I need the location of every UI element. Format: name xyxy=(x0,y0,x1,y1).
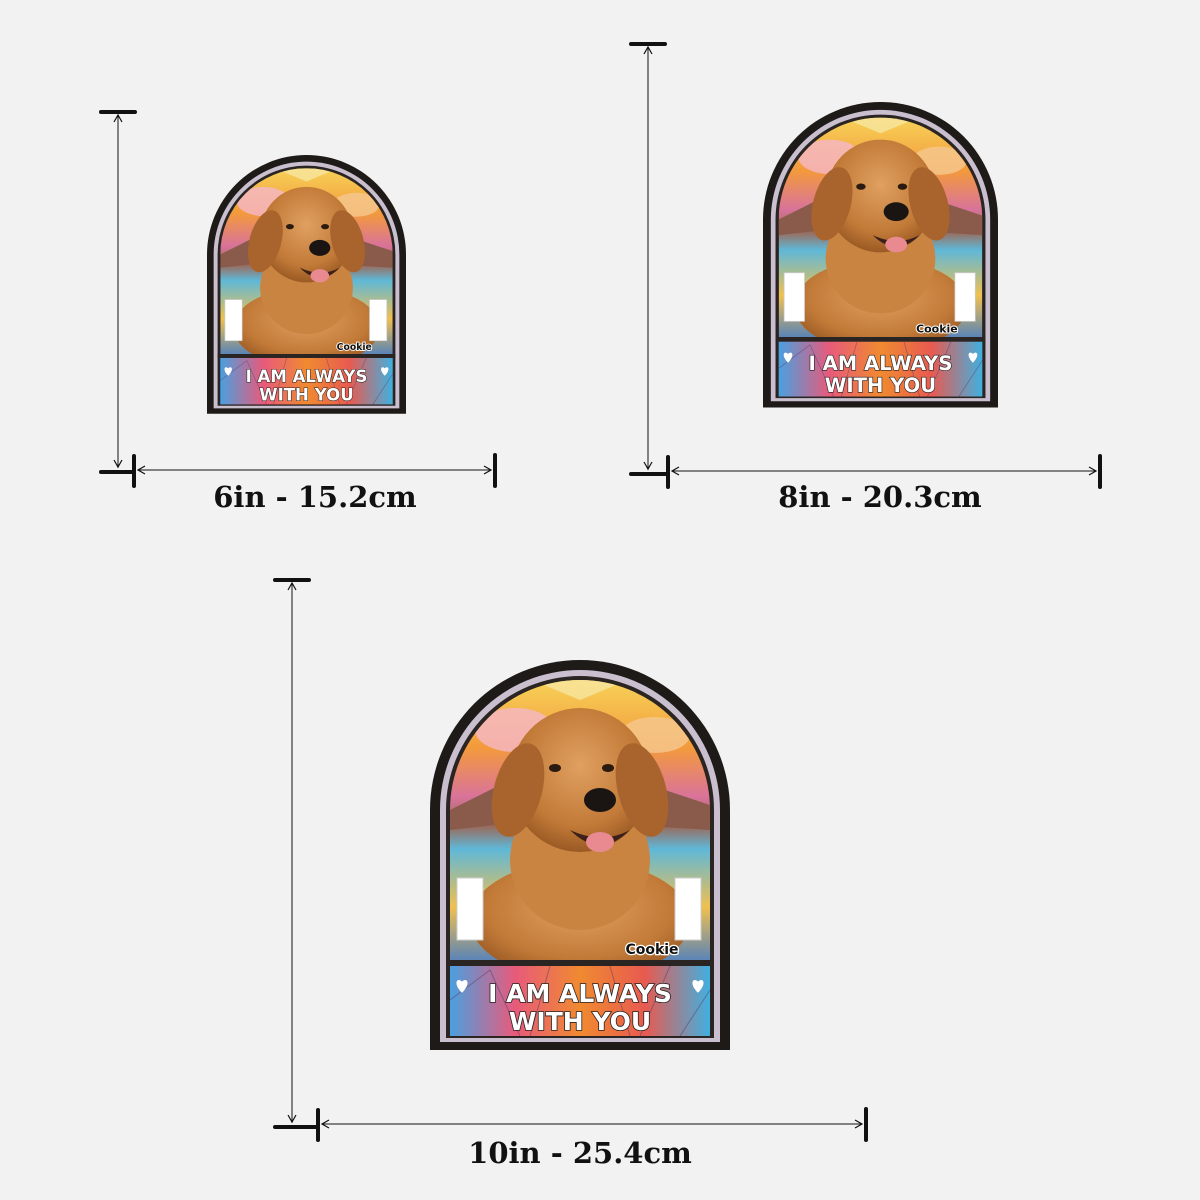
dog-photo xyxy=(233,186,380,355)
banner-line-1: I AM ALWAYS xyxy=(809,352,953,375)
plaque-2: Cookie I AM ALWAYS WITH YOU xyxy=(763,102,998,408)
heart-icon xyxy=(381,367,389,376)
pet-name: Cookie xyxy=(337,342,372,353)
dimension-1: 6in - 15.2cm xyxy=(99,110,497,514)
pet-name: Cookie xyxy=(625,942,678,958)
dog-photo xyxy=(794,139,967,337)
size-label: 6in - 15.2cm xyxy=(213,480,417,514)
size-label: 8in - 20.3cm xyxy=(778,480,982,514)
hanging-slot-right xyxy=(674,877,702,941)
hanging-slot-left xyxy=(224,299,243,342)
banner-line-2: WITH YOU xyxy=(259,385,353,404)
plaque-3: Cookie I AM ALWAYS WITH YOU xyxy=(430,660,730,1050)
plaque-1: Cookie I AM ALWAYS WITH YOU xyxy=(207,155,406,414)
heart-icon xyxy=(456,979,468,993)
heart-icon xyxy=(692,979,704,993)
dimension-3: 10in - 25.4cm xyxy=(273,578,868,1170)
hanging-slot-right xyxy=(369,299,388,342)
heart-icon xyxy=(968,352,978,363)
heart-icon xyxy=(224,367,232,376)
size-label: 10in - 25.4cm xyxy=(468,1136,692,1170)
hanging-slot-right xyxy=(954,272,976,322)
dog-photo xyxy=(470,708,690,960)
heart-icon xyxy=(783,352,793,363)
banner-line-1: I AM ALWAYS xyxy=(488,979,672,1008)
hanging-slot-left xyxy=(783,272,805,322)
hanging-slot-left xyxy=(456,877,484,941)
dimension-2: 8in - 20.3cm xyxy=(629,42,1102,514)
banner-line-1: I AM ALWAYS xyxy=(246,367,368,386)
pet-name: Cookie xyxy=(916,322,958,335)
banner-line-2: WITH YOU xyxy=(825,374,936,397)
banner-line-2: WITH YOU xyxy=(509,1007,651,1036)
